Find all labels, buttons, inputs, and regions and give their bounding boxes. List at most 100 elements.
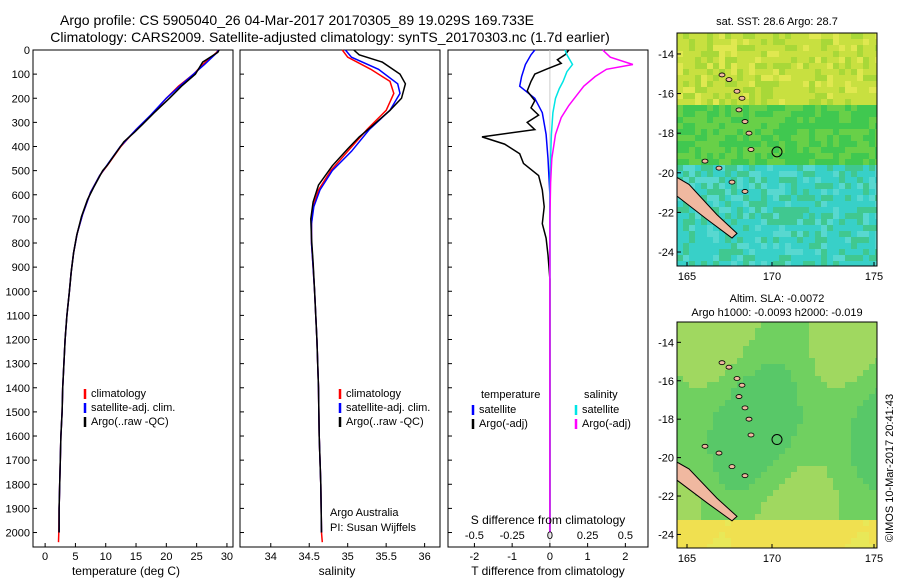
series-argo-raw-qc- bbox=[58, 49, 220, 533]
argo-position-marker bbox=[771, 146, 783, 158]
sla-map-frame bbox=[676, 321, 878, 549]
lat-tick-label: -14 bbox=[658, 49, 674, 61]
x-tick-label: 25 bbox=[191, 551, 203, 563]
x-tick-label: 0 bbox=[42, 551, 48, 563]
t-difference-axis: -2 -1 0 1 2 bbox=[470, 543, 628, 563]
header-title-line2: Climatology: CARS2009. Satellite-adjuste… bbox=[50, 29, 610, 45]
x-tick-label: 35 bbox=[342, 551, 354, 563]
island bbox=[728, 179, 736, 185]
legend-entry: satellite-adj. clim. bbox=[91, 402, 175, 414]
lon-tick-label: 165 bbox=[678, 553, 696, 565]
y-tick-label: 1200 bbox=[6, 335, 30, 347]
x-tick-label: 34.5 bbox=[299, 551, 320, 563]
island bbox=[738, 95, 746, 101]
s-difference-axis: -0.5 -0.25 0 0.25 0.5 bbox=[465, 530, 633, 542]
temperature-axes-frame bbox=[32, 49, 234, 548]
y-tick-label: 700 bbox=[12, 214, 30, 226]
y-tick-label: 200 bbox=[12, 93, 30, 105]
salinity-axes-frame bbox=[239, 49, 441, 548]
series-temperature-argo-adj- bbox=[481, 49, 570, 533]
island bbox=[718, 360, 726, 366]
legend-entry: climatology bbox=[91, 388, 147, 400]
island bbox=[715, 165, 723, 171]
island bbox=[741, 119, 749, 124]
x-tick-label: 10 bbox=[100, 551, 112, 563]
y-tick-label: 1700 bbox=[6, 455, 30, 467]
legend-entry: Argo(..raw -QC) bbox=[91, 416, 169, 428]
pi-note: PI: Susan Wijffels bbox=[330, 522, 416, 534]
y-tick-label: 500 bbox=[12, 166, 30, 178]
island bbox=[738, 382, 746, 388]
s-tick-label: -0.25 bbox=[500, 530, 525, 542]
lat-tick-label: -18 bbox=[658, 414, 674, 426]
island bbox=[715, 450, 723, 456]
island bbox=[733, 88, 741, 94]
lat-tick-label: -16 bbox=[658, 376, 674, 388]
y-tick-label: 400 bbox=[12, 142, 30, 154]
legend-entry: satellite-adj. clim. bbox=[346, 402, 430, 414]
temperature-xlabel: temperature (deg C) bbox=[72, 564, 180, 578]
legend-entry: Argo(-adj) bbox=[479, 418, 528, 430]
s-tick-label: -0.5 bbox=[465, 530, 484, 542]
y-tick-label: 1800 bbox=[6, 479, 30, 491]
argo-position-marker bbox=[771, 434, 783, 446]
island bbox=[745, 416, 753, 422]
sst-map-title: sat. SST: 28.6 Argo: 28.7 bbox=[716, 16, 838, 28]
x-tick-label: -2 bbox=[470, 551, 480, 563]
island bbox=[701, 158, 709, 164]
depth-axis: 0 100 200 300 400 500 600 700 800 900 1000 1100 1200… bbox=[6, 45, 37, 540]
island bbox=[718, 72, 726, 78]
legend-entry: satellite bbox=[582, 404, 619, 416]
header-title-line1: Argo profile: CS 5905040_26 04-Mar-2017 … bbox=[60, 12, 534, 28]
lat-tick-label: -24 bbox=[658, 247, 674, 259]
y-tick-label: 1400 bbox=[6, 383, 30, 395]
x-tick-label: 30 bbox=[221, 551, 233, 563]
land-new-caledonia bbox=[677, 176, 738, 239]
legend-title-temperature: temperature bbox=[481, 389, 540, 401]
lon-tick-label: 170 bbox=[763, 553, 781, 565]
x-tick-label: 15 bbox=[130, 551, 142, 563]
s-tick-label: 0.5 bbox=[618, 530, 633, 542]
legend-title-salinity: salinity bbox=[584, 389, 618, 401]
lat-tick-label: -16 bbox=[658, 89, 674, 101]
y-tick-label: 300 bbox=[12, 117, 30, 129]
lat-tick-label: -14 bbox=[658, 337, 674, 349]
island bbox=[733, 376, 741, 381]
temperature-legend: climatology satellite-adj. clim. Argo(..ra… bbox=[83, 388, 175, 428]
island bbox=[735, 107, 743, 113]
y-tick-label: 1500 bbox=[6, 407, 30, 419]
t-difference-xlabel: T difference from climatology bbox=[471, 564, 625, 578]
island bbox=[701, 443, 709, 449]
sst-map-frame bbox=[676, 32, 878, 267]
island bbox=[747, 147, 755, 152]
y-tick-label: 800 bbox=[12, 238, 30, 250]
y-tick-label: 600 bbox=[12, 190, 30, 202]
x-tick-label: 2 bbox=[622, 551, 628, 563]
temperature-panel: 0100200300400500600700800900100011001200… bbox=[6, 45, 234, 578]
difference-legend: temperature salinity satellite Argo(-adj) sa… bbox=[471, 389, 631, 430]
sla-map-title-line2: Argo h1000: -0.0093 h2000: -0.019 bbox=[691, 307, 862, 319]
temperature-axis: 0 5 10 15 20 25 30 bbox=[42, 543, 233, 563]
difference-axes-frame bbox=[447, 49, 649, 548]
s-tick-label: 0.25 bbox=[577, 530, 598, 542]
series-argo-raw-qc- bbox=[310, 49, 407, 533]
x-tick-label: 34 bbox=[265, 551, 277, 563]
y-tick-label: 1900 bbox=[6, 503, 30, 515]
x-tick-label: 1 bbox=[585, 551, 591, 563]
lat-tick-label: -24 bbox=[658, 529, 674, 541]
lat-tick-label: -22 bbox=[658, 491, 674, 503]
y-tick-label: 900 bbox=[12, 262, 30, 274]
lon-tick-label: 175 bbox=[865, 553, 883, 565]
x-tick-label: 36 bbox=[418, 551, 430, 563]
island bbox=[741, 189, 749, 194]
island bbox=[728, 464, 736, 470]
lon-tick-label: 175 bbox=[865, 271, 883, 283]
lon-tick-label: 165 bbox=[678, 271, 696, 283]
lat-tick-label: -22 bbox=[658, 207, 674, 219]
salinity-legend: climatology satellite-adj. clim. Argo(..ra… bbox=[338, 388, 430, 428]
y-tick-label: 1100 bbox=[6, 310, 30, 322]
legend-entry: climatology bbox=[346, 388, 402, 400]
y-tick-label: 1300 bbox=[6, 359, 30, 371]
imos-credit: ©IMOS 10-Mar-2017 20:41:43 bbox=[884, 394, 896, 542]
